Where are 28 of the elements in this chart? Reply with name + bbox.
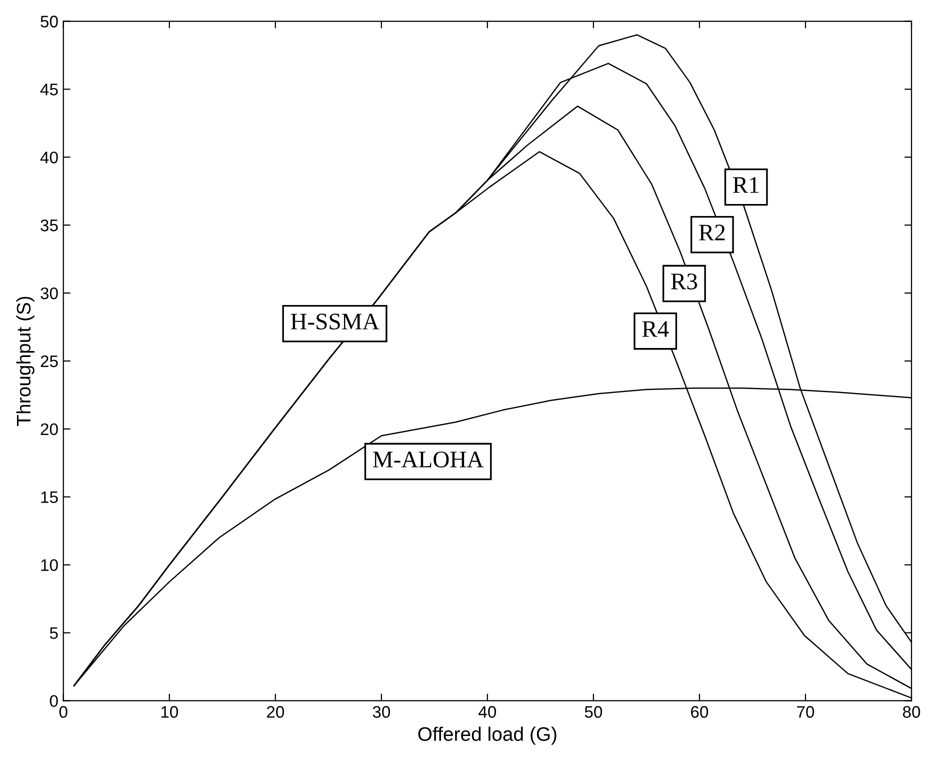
y-tick-label: 5 <box>50 627 58 639</box>
y-tick-label: 30 <box>40 287 58 300</box>
y-tick-label: 50 <box>40 16 58 28</box>
y-tick-label: 10 <box>41 559 58 572</box>
x-tick-label: 70 <box>797 706 814 718</box>
y-tick-label: 15 <box>41 491 58 504</box>
series-label: R1 <box>733 177 758 193</box>
x-tick-label: 50 <box>584 706 602 718</box>
x-tick-label: 60 <box>691 706 708 718</box>
y-axis-title: Throughput (S) <box>16 296 34 426</box>
y-tick-label: 35 <box>40 220 58 232</box>
series-label: M-ALOHA <box>373 452 484 468</box>
y-tick-label: 40 <box>40 152 58 164</box>
y-tick-label: 20 <box>40 423 58 436</box>
x-tick-label: 0 <box>59 706 68 718</box>
x-axis-title: Offered load (G) <box>418 726 556 745</box>
x-tick-label: 30 <box>372 706 390 718</box>
x-tick-label: 40 <box>478 706 496 718</box>
x-tick-label: 10 <box>161 706 178 718</box>
legend-label: R4 <box>642 321 669 337</box>
y-tick-label: 45 <box>40 84 58 96</box>
x-tick-label: 80 <box>902 706 920 718</box>
legend-label: R3 <box>671 274 698 290</box>
y-tick-label: 25 <box>40 355 58 368</box>
y-tick-label: 0 <box>50 695 58 707</box>
legend-label: R2 <box>699 224 725 240</box>
x-tick-label: 20 <box>266 706 284 718</box>
annotation: H-SSMA <box>290 314 380 330</box>
